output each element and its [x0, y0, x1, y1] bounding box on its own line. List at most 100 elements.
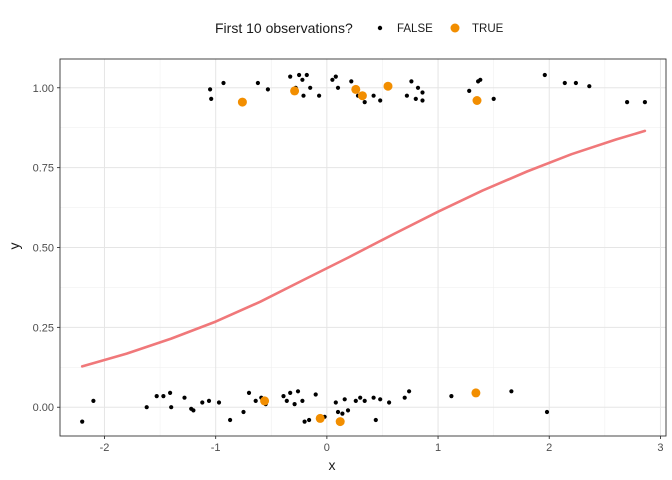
data-point-false	[340, 411, 345, 416]
data-point-false	[330, 77, 335, 82]
data-point-false	[387, 400, 392, 405]
data-point-false	[216, 400, 222, 405]
legend: First 10 observations? FALSE TRUE	[215, 20, 504, 36]
data-point-false	[413, 96, 418, 101]
y-axis-title: y	[6, 243, 22, 250]
y-tick-label: 0.50	[33, 243, 54, 255]
data-point-false	[295, 389, 301, 394]
grid-major	[60, 59, 666, 436]
data-point-false	[544, 409, 550, 415]
x-tick-label: 2	[546, 442, 552, 454]
data-point-false	[625, 100, 630, 105]
data-point-false	[154, 394, 159, 399]
data-point-true	[335, 417, 345, 427]
data-point-false	[420, 90, 425, 95]
data-point-false	[265, 87, 270, 92]
data-point-true	[383, 81, 393, 91]
y-tick-label: 0.00	[33, 402, 54, 414]
data-point-false	[509, 389, 514, 394]
data-point-false	[307, 417, 312, 423]
x-tick-label: -2	[100, 442, 110, 454]
data-point-false	[587, 84, 592, 89]
data-point-false	[200, 400, 205, 405]
data-point-false	[415, 85, 421, 90]
data-point-false	[304, 72, 309, 78]
data-point-false	[573, 80, 579, 86]
y-axis: 0.00 0.25 0.50 0.75 1.00	[33, 83, 60, 414]
data-point-false	[80, 419, 85, 424]
x-tick-label: 3	[657, 442, 663, 454]
data-point-false	[300, 398, 305, 403]
data-point-false	[281, 394, 286, 399]
fit-curve	[80, 129, 647, 368]
data-point-false	[317, 93, 322, 98]
data-point-true	[471, 388, 481, 398]
data-point-false	[333, 74, 338, 79]
data-point-false	[409, 79, 414, 84]
data-point-false	[91, 398, 96, 403]
data-point-false	[191, 408, 196, 413]
data-point-false	[402, 395, 407, 400]
points-layer	[80, 72, 648, 427]
data-point-false	[542, 72, 547, 78]
data-point-false	[284, 398, 289, 403]
legend-key-false	[377, 25, 383, 31]
data-point-false	[302, 419, 307, 424]
data-point-false	[491, 96, 496, 101]
data-point-false	[404, 93, 409, 98]
y-tick-label: 0.25	[33, 322, 54, 334]
x-axis: -2 -1 0 1 2 3	[100, 436, 664, 454]
data-point-false	[209, 96, 214, 101]
x-tick-label: 1	[435, 442, 441, 454]
data-point-false	[169, 405, 174, 410]
data-point-true	[472, 96, 482, 105]
data-point-false	[371, 395, 376, 400]
data-point-false	[253, 398, 258, 403]
data-point-false	[297, 72, 302, 78]
data-point-false	[246, 390, 252, 395]
data-point-false	[288, 390, 293, 395]
data-point-false	[333, 400, 338, 405]
data-point-false	[642, 100, 648, 105]
data-point-false	[288, 74, 293, 79]
legend-key-true	[450, 23, 460, 33]
data-point-false	[161, 394, 166, 399]
x-axis-title: x	[329, 457, 336, 473]
legend-title: First 10 observations?	[215, 20, 353, 36]
data-point-false	[420, 98, 425, 103]
data-point-false	[467, 88, 472, 93]
data-point-true	[357, 91, 367, 101]
data-point-false	[362, 398, 367, 403]
data-point-false	[478, 77, 483, 82]
legend-label-true: TRUE	[472, 23, 504, 35]
data-point-false	[342, 397, 347, 402]
data-point-false	[301, 93, 306, 98]
data-point-false	[308, 85, 313, 90]
data-point-false	[182, 395, 187, 400]
data-point-false	[349, 79, 354, 84]
data-point-false	[228, 417, 233, 423]
data-point-false	[449, 394, 454, 399]
plot-panel	[59, 58, 667, 437]
data-point-false	[255, 80, 260, 86]
data-point-false	[378, 397, 383, 402]
y-tick-label: 1.00	[33, 83, 54, 95]
data-point-false	[241, 409, 246, 415]
data-point-true	[290, 86, 300, 96]
data-point-false	[292, 402, 297, 407]
data-point-false	[407, 389, 412, 394]
data-point-true	[260, 396, 270, 406]
data-point-false	[168, 390, 173, 395]
data-point-false	[358, 395, 363, 400]
data-point-false	[362, 100, 367, 105]
x-tick-label: -1	[211, 442, 221, 454]
data-point-false	[300, 77, 305, 82]
data-point-false	[335, 409, 341, 415]
data-point-true	[315, 413, 325, 423]
data-point-false	[562, 80, 567, 86]
y-tick-label: 0.75	[33, 163, 54, 175]
data-point-false	[208, 87, 213, 92]
fit-layer	[80, 129, 647, 368]
